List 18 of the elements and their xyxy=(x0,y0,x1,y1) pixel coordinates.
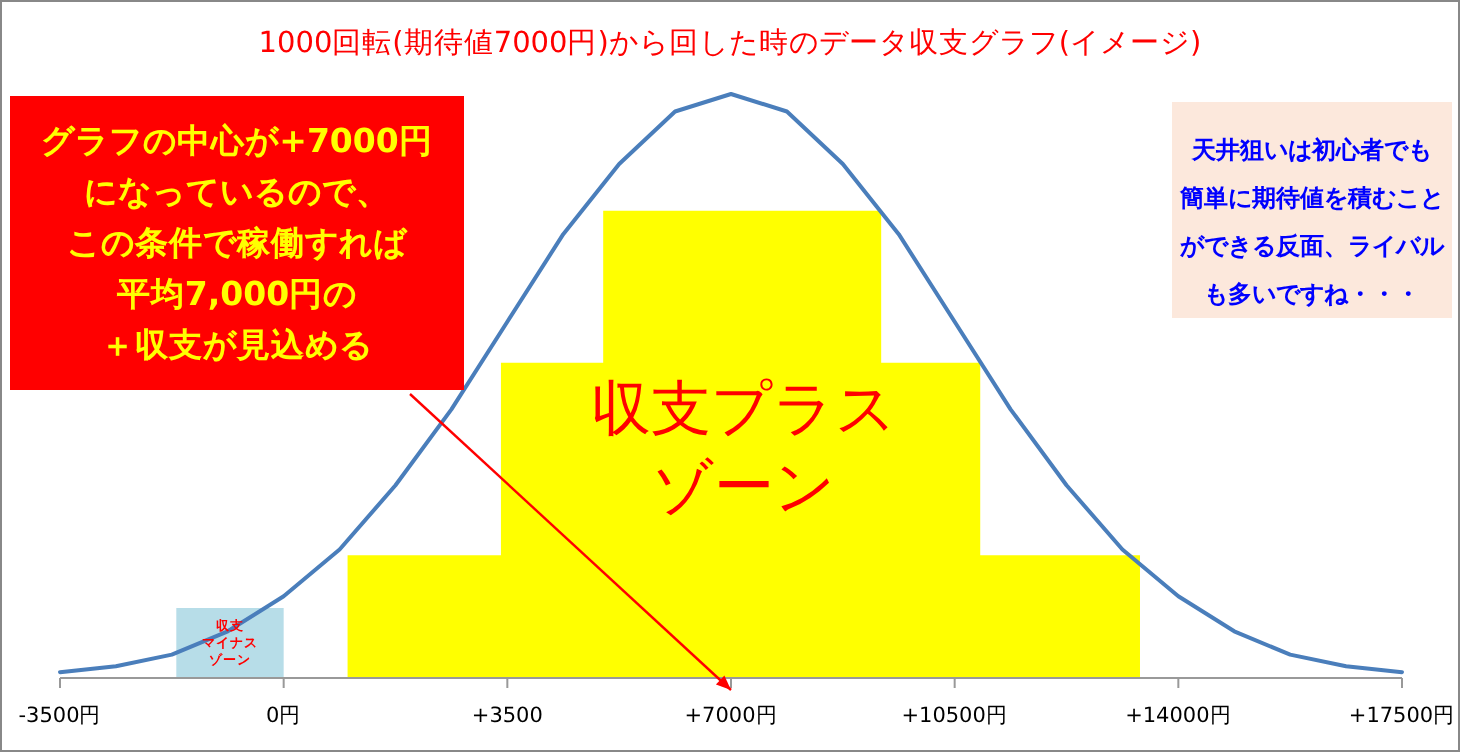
x-tick-label: 0円 xyxy=(265,704,302,728)
x-tick-label: +17500円 xyxy=(1348,704,1456,728)
x-tick-label: +10500円 xyxy=(901,704,1008,728)
annotation: ＋収支が見込める xyxy=(101,326,373,364)
x-tick-label: +7000円 xyxy=(684,704,778,728)
chart-title: 1000回転(期待値7000円)から回した時のデータ収支グラフ(イメージ) xyxy=(258,26,1202,60)
series-label: 収支プラスゾーン xyxy=(590,374,897,523)
annotation: になっているので、 xyxy=(84,173,390,211)
annotation: この条件で稼働すれば xyxy=(67,224,409,262)
annotation: も多いですね・・・ xyxy=(1204,280,1420,308)
annotation: 天井狙いは初心者でも xyxy=(1190,136,1432,164)
annotation: 平均7,000円の xyxy=(114,275,358,313)
annotation: ができる反面、ライバル xyxy=(1178,232,1446,260)
annotation: グラフの中心が+7000円 xyxy=(41,122,433,160)
annotation: 簡単に期待値を積むこと xyxy=(1178,184,1444,212)
x-tick-label: +3500 xyxy=(471,704,543,728)
x-tick-label: -3500円 xyxy=(18,704,102,728)
x-tick-label: +14000円 xyxy=(1125,704,1232,728)
